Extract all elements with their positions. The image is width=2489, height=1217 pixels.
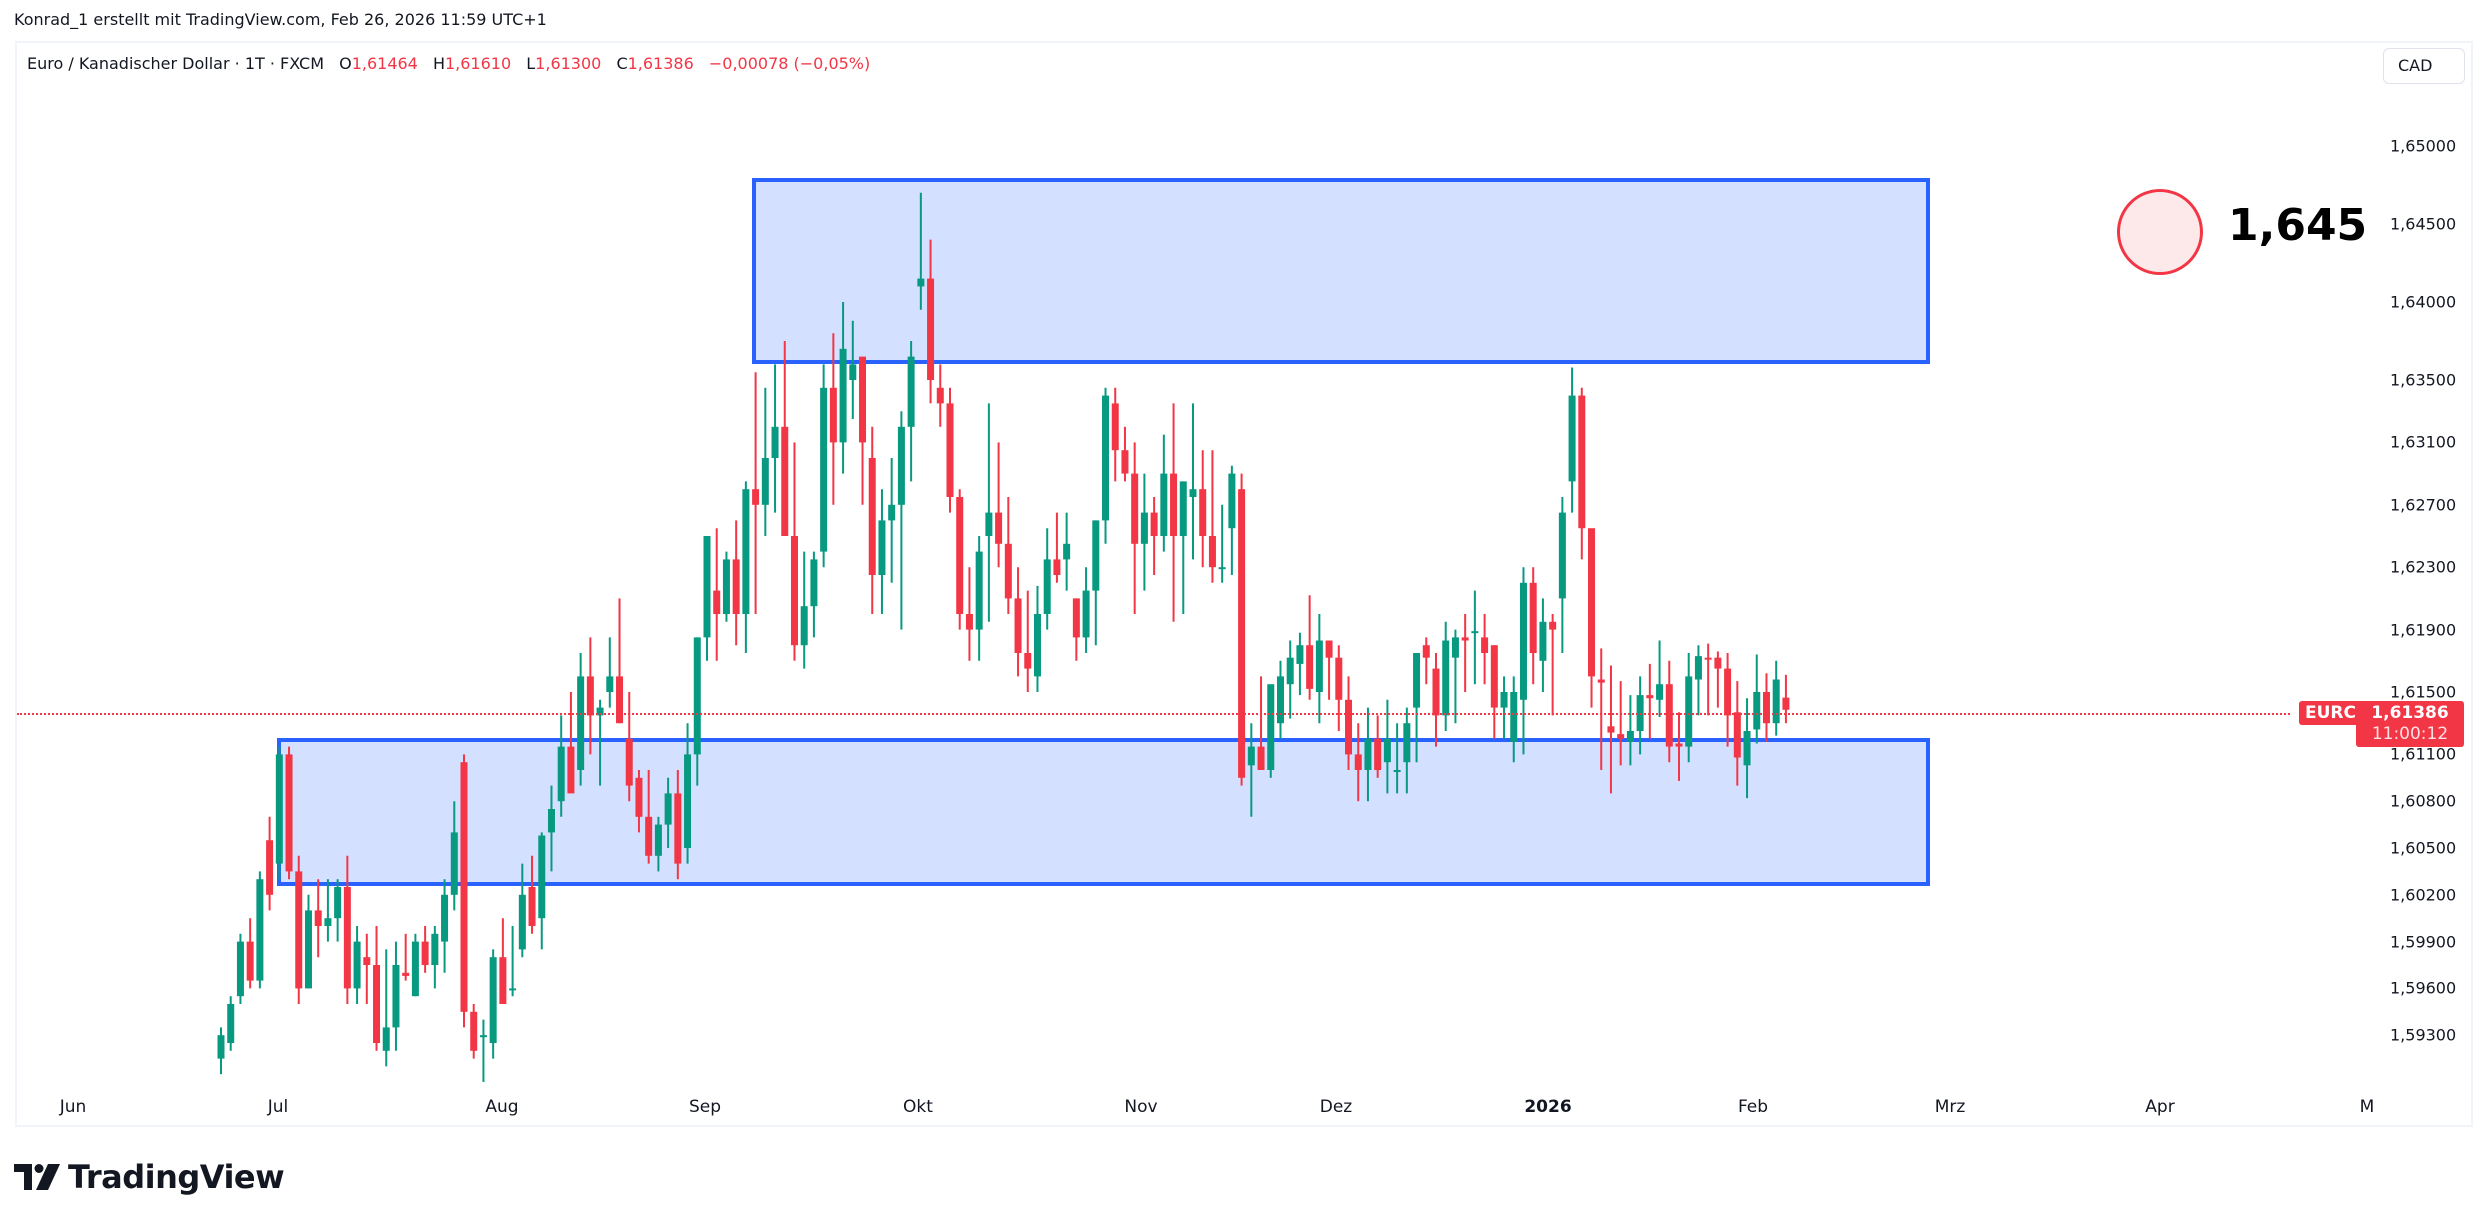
price-axis-label: 1,62300: [2390, 557, 2457, 577]
symbol-legend: Euro / Kanadischer Dollar · 1T · FXCM O1…: [27, 54, 870, 73]
time-axis-label: M: [2359, 1097, 2375, 1117]
tradingview-logo[interactable]: TradingView: [14, 1158, 285, 1196]
high-value: 1,61610: [444, 54, 512, 73]
time-axis-label: Jul: [267, 1097, 289, 1117]
price-axis-label: 1,60500: [2390, 838, 2457, 858]
price-axis-label: 1,63100: [2390, 432, 2457, 452]
low-value: 1,61300: [535, 54, 602, 73]
time-axis-label: Feb: [1737, 1097, 1769, 1117]
price-axis-label: 1,59600: [2390, 978, 2457, 998]
time-axis-label: Okt: [903, 1097, 933, 1117]
target-price-label[interactable]: 1,645: [2228, 200, 2368, 251]
time-axis-label: Nov: [1124, 1097, 1158, 1117]
price-axis-label: 1,61500: [2390, 682, 2457, 702]
chart-frame: [15, 41, 2473, 1127]
price-axis-label: 1,60200: [2390, 885, 2457, 905]
open-value: 1,61464: [351, 54, 418, 73]
circle-annotation[interactable]: [2117, 189, 2203, 275]
price-axis-label: 1,64000: [2390, 292, 2457, 312]
price-axis-label: 1,63500: [2390, 370, 2457, 390]
current-price-tag: 1,61386 11:00:12: [2356, 701, 2464, 747]
support-zone[interactable]: [277, 738, 1930, 886]
open-key: O: [339, 54, 352, 73]
tradingview-logo-icon: [14, 1164, 60, 1190]
price-axis-label: 1,62700: [2390, 495, 2457, 515]
currency-button[interactable]: CAD: [2383, 48, 2465, 84]
price-axis-label: 1,59900: [2390, 932, 2457, 952]
tradingview-logo-text: TradingView: [68, 1158, 285, 1196]
time-axis-label: 2026: [1524, 1097, 1572, 1117]
price-axis-label: 1,64500: [2390, 214, 2457, 234]
time-axis-label: Jun: [59, 1097, 87, 1117]
change-value: −0,00078 (−0,05%): [708, 54, 871, 73]
time-axis-label: Mrz: [1934, 1097, 1966, 1117]
resistance-zone[interactable]: [752, 178, 1930, 364]
close-key: C: [616, 54, 628, 73]
low-key: L: [526, 54, 536, 73]
chart-credit: Konrad_1 erstellt mit TradingView.com, F…: [14, 10, 547, 29]
price-axis-label: 1,60800: [2390, 791, 2457, 811]
time-axis-label: Sep: [688, 1097, 722, 1117]
current-price-line: [17, 713, 2290, 715]
time-axis-label: Aug: [485, 1097, 519, 1117]
bar-countdown: 11:00:12: [2371, 724, 2449, 744]
symbol-title[interactable]: Euro / Kanadischer Dollar · 1T · FXCM: [27, 54, 324, 73]
price-axis-label: 1,65000: [2390, 136, 2457, 156]
close-value: 1,61386: [627, 54, 694, 73]
price-axis-label: 1,59300: [2390, 1025, 2457, 1045]
price-axis-label: 1,61100: [2390, 744, 2457, 764]
time-axis-label: Dez: [1319, 1097, 1353, 1117]
current-price-value: 1,61386: [2371, 703, 2449, 723]
high-key: H: [432, 54, 445, 73]
time-axis-label: Apr: [2145, 1097, 2175, 1117]
price-axis-label: 1,61900: [2390, 620, 2457, 640]
